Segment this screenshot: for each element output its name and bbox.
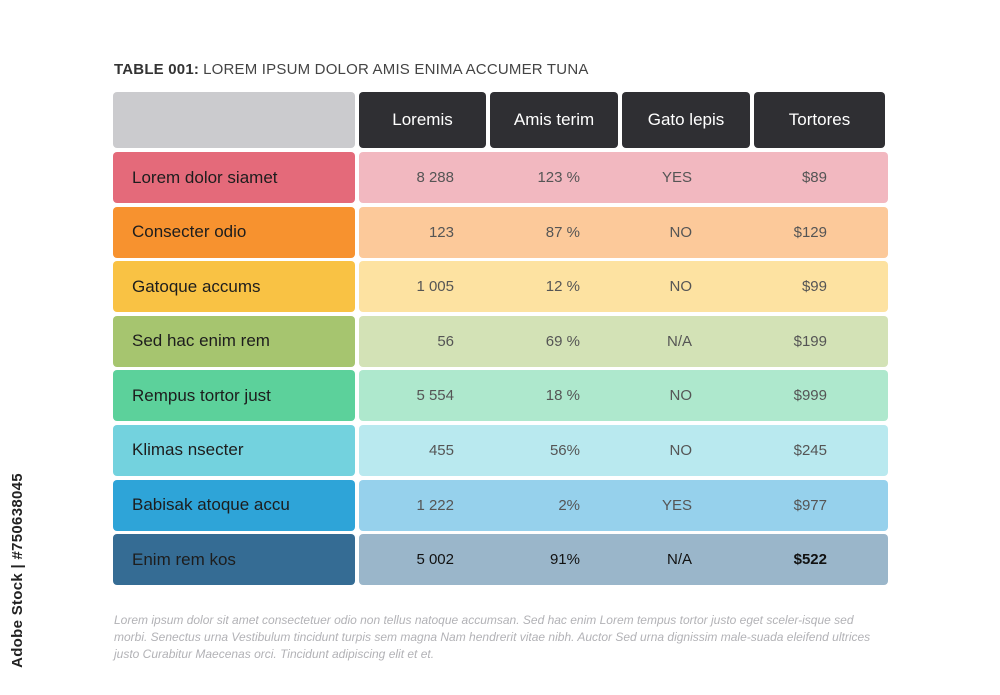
cell-loremis: 56 — [437, 332, 454, 350]
row-values: 1 222 2% YES $977 — [359, 479, 888, 531]
cell-gato-lepis: NO — [669, 441, 693, 459]
cell-tortores: $89 — [801, 169, 827, 186]
column-header-tortores: Tortores — [754, 92, 885, 148]
column-header-amis-terim: Amis terim — [490, 92, 618, 148]
table-row: Enim rem kos 5 002 91% N/A $522 — [113, 534, 888, 586]
row-label: Enim rem kos — [113, 534, 355, 586]
cell-loremis: 1 222 — [416, 496, 454, 514]
table-row: Consecter odio 123 87 % NO $129 — [113, 206, 888, 258]
cell-loremis: 1 005 — [416, 278, 454, 296]
table-row: Sed hac enim rem 56 69 % N/A $199 — [113, 315, 888, 367]
cell-gato-lepis: N/A — [666, 332, 692, 350]
cell-amis-terim: 69 % — [545, 332, 580, 350]
cell-gato-lepis: NO — [669, 223, 693, 241]
column-header-gato-lepis: Gato lepis — [622, 92, 750, 148]
row-label: Klimas nsecter — [113, 424, 355, 476]
table-title: TABLE 001: LOREM IPSUM DOLOR AMIS ENIMA A… — [114, 61, 589, 78]
cell-loremis: 455 — [428, 441, 454, 459]
data-table: Loremis Amis terim Gato lepis Tortores L… — [113, 92, 888, 589]
cell-tortores: $999 — [793, 387, 827, 405]
cell-loremis: 5 554 — [416, 387, 454, 405]
cell-amis-terim: 2% — [558, 496, 580, 514]
row-values: 56 69 % N/A $199 — [359, 315, 888, 367]
row-values: 455 56% NO $245 — [359, 424, 888, 476]
row-label: Gatoque accums — [113, 261, 355, 313]
cell-gato-lepis: YES — [661, 169, 692, 186]
row-label: Sed hac enim rem — [113, 315, 355, 367]
row-label: Consecter odio — [113, 206, 355, 258]
cell-gato-lepis: YES — [661, 496, 692, 514]
column-header-loremis: Loremis — [359, 92, 486, 148]
table-row: Klimas nsecter 455 56% NO $245 — [113, 424, 888, 476]
cell-gato-lepis: N/A — [666, 551, 692, 569]
cell-loremis: 123 — [428, 223, 454, 241]
row-values: 8 288 123 % YES $89 — [359, 152, 888, 203]
row-values: 1 005 12 % NO $99 — [359, 261, 888, 313]
cell-tortores: $977 — [793, 496, 827, 514]
cell-tortores: $199 — [793, 332, 827, 350]
row-values: 5 002 91% N/A $522 — [359, 534, 888, 586]
cell-amis-terim: 12 % — [545, 278, 580, 296]
cell-amis-terim: 56% — [549, 441, 580, 459]
table-row: Babisak atoque accu 1 222 2% YES $977 — [113, 479, 888, 531]
stock-credit-text: Adobe Stock | #750638045 — [8, 472, 26, 668]
cell-tortores: $99 — [801, 278, 827, 296]
row-label: Babisak atoque accu — [113, 479, 355, 531]
table-header-row: Loremis Amis terim Gato lepis Tortores — [113, 92, 888, 148]
row-label: Lorem dolor siamet — [113, 152, 355, 203]
cell-loremis: 8 288 — [416, 169, 454, 186]
cell-loremis: 5 002 — [416, 551, 454, 569]
stock-credit: Adobe Stock | #750638045 — [4, 455, 30, 685]
cell-gato-lepis: NO — [669, 278, 693, 296]
table-title-prefix: TABLE 001: — [114, 61, 200, 78]
cell-amis-terim: 18 % — [545, 387, 580, 405]
table-title-text: LOREM IPSUM DOLOR AMIS ENIMA ACCUMER TUN… — [203, 61, 589, 78]
row-values: 5 554 18 % NO $999 — [359, 370, 888, 422]
cell-tortores: $522 — [793, 551, 827, 569]
row-label: Rempus tortor just — [113, 370, 355, 422]
cell-amis-terim: 91% — [549, 551, 580, 569]
table-row: Gatoque accums 1 005 12 % NO $99 — [113, 261, 888, 313]
cell-amis-terim: 87 % — [545, 223, 580, 241]
cell-tortores: $245 — [793, 441, 827, 459]
row-values: 123 87 % NO $129 — [359, 206, 888, 258]
table-footnote: Lorem ipsum dolor sit amet consectetuer … — [114, 613, 871, 661]
cell-tortores: $129 — [793, 223, 827, 241]
table-row: Rempus tortor just 5 554 18 % NO $999 — [113, 370, 888, 422]
header-corner-cell — [113, 92, 355, 148]
table-row: Lorem dolor siamet 8 288 123 % YES $89 — [113, 152, 888, 203]
cell-gato-lepis: NO — [669, 387, 693, 405]
cell-amis-terim: 123 % — [537, 169, 580, 186]
